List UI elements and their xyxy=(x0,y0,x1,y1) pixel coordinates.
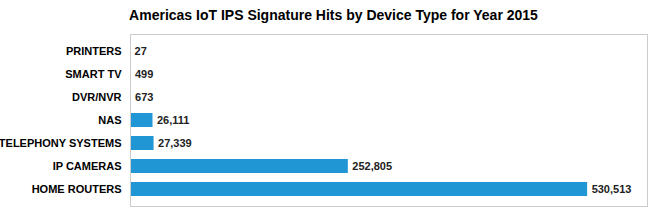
svg-text:IP CAMERAS: IP CAMERAS xyxy=(53,160,122,172)
svg-text:673: 673 xyxy=(135,91,153,103)
svg-text:NAS: NAS xyxy=(98,114,121,126)
svg-text:530,513: 530,513 xyxy=(592,183,632,195)
svg-text:252,805: 252,805 xyxy=(352,160,392,172)
svg-text:499: 499 xyxy=(135,68,153,80)
svg-text:SMART TV: SMART TV xyxy=(65,68,122,80)
svg-text:DVR/NVR: DVR/NVR xyxy=(72,91,122,103)
svg-text:27: 27 xyxy=(135,45,147,57)
svg-text:PRINTERS: PRINTERS xyxy=(66,45,122,57)
html-text:Americas IoT IPS Signature Hit: Americas IoT IPS Signature Hits by Devic… xyxy=(129,7,538,23)
svg-text:HOME ROUTERS: HOME ROUTERS xyxy=(32,183,122,195)
svg-text:TELEPHONY SYSTEMS: TELEPHONY SYSTEMS xyxy=(0,137,122,149)
svg-text:27,339: 27,339 xyxy=(158,137,192,149)
svg-text:26,111: 26,111 xyxy=(157,114,189,126)
